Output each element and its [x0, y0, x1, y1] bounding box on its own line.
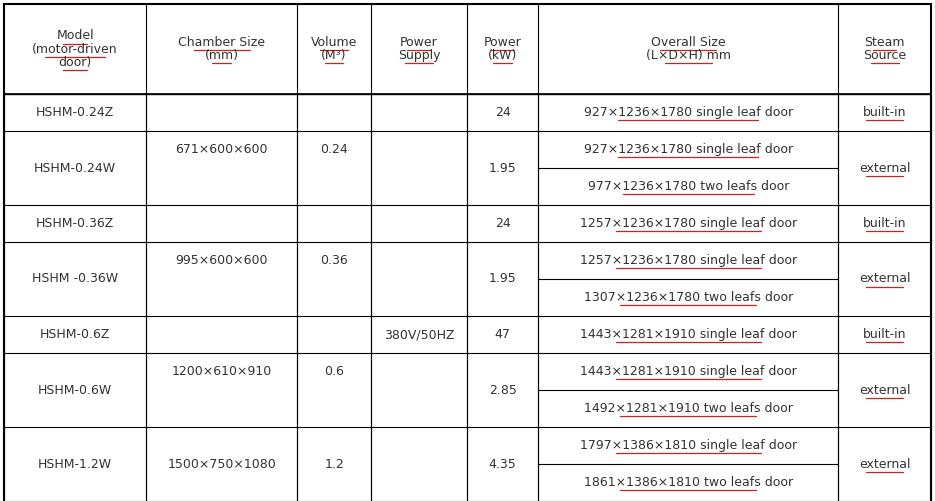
Text: HSHM-0.36Z: HSHM-0.36Z [36, 217, 114, 230]
Text: 1257×1236×1780 single leaf door: 1257×1236×1780 single leaf door [580, 254, 797, 267]
Text: 1443×1281×1910 single leaf door: 1443×1281×1910 single leaf door [580, 328, 797, 341]
Text: HSHM-0.6Z: HSHM-0.6Z [40, 328, 110, 341]
Text: 1200×610×910: 1200×610×910 [172, 365, 272, 378]
Text: 2.85: 2.85 [489, 383, 517, 396]
Text: Volume: Volume [311, 36, 357, 49]
Text: (L×D×H) mm: (L×D×H) mm [646, 49, 731, 62]
Text: 671×600×600: 671×600×600 [176, 143, 268, 156]
Text: 24: 24 [495, 106, 511, 119]
Text: 24: 24 [495, 217, 511, 230]
Text: 1257×1236×1780 single leaf door: 1257×1236×1780 single leaf door [580, 217, 797, 230]
Text: 0.6: 0.6 [324, 365, 344, 378]
Text: (kW): (kW) [488, 49, 517, 62]
Text: 1443×1281×1910 single leaf door: 1443×1281×1910 single leaf door [580, 365, 797, 378]
Text: external: external [859, 161, 911, 174]
Text: Chamber Size: Chamber Size [179, 36, 266, 49]
Text: 927×1236×1780 single leaf door: 927×1236×1780 single leaf door [583, 106, 793, 119]
Text: external: external [859, 383, 911, 396]
Text: 1861×1386×1810 two leafs door: 1861×1386×1810 two leafs door [583, 476, 793, 489]
Text: 1500×750×1080: 1500×750×1080 [167, 457, 276, 470]
Text: 0.24: 0.24 [320, 143, 348, 156]
Text: Model: Model [56, 30, 94, 43]
Text: HSHM-0.24Z: HSHM-0.24Z [36, 106, 114, 119]
Text: (mm): (mm) [205, 49, 238, 62]
Text: HSHM -0.36W: HSHM -0.36W [32, 273, 118, 286]
Text: 1.2: 1.2 [324, 457, 344, 470]
Text: (motor-driven: (motor-driven [33, 43, 118, 56]
Text: 1492×1281×1910 two leafs door: 1492×1281×1910 two leafs door [583, 402, 793, 415]
Text: 927×1236×1780 single leaf door: 927×1236×1780 single leaf door [583, 143, 793, 156]
Text: Source: Source [863, 49, 906, 62]
Text: Overall Size: Overall Size [651, 36, 726, 49]
Text: (M³): (M³) [322, 49, 347, 62]
Text: built-in: built-in [863, 217, 906, 230]
Text: Supply: Supply [398, 49, 440, 62]
Text: 977×1236×1780 two leafs door: 977×1236×1780 two leafs door [587, 180, 789, 193]
Text: HSHM-1.2W: HSHM-1.2W [38, 457, 112, 470]
Text: 995×600×600: 995×600×600 [176, 254, 268, 267]
Text: Steam: Steam [865, 36, 905, 49]
Text: built-in: built-in [863, 106, 906, 119]
Text: external: external [859, 273, 911, 286]
Text: 0.36: 0.36 [320, 254, 348, 267]
Text: door): door) [59, 56, 92, 69]
Text: built-in: built-in [863, 328, 906, 341]
Text: Power: Power [483, 36, 522, 49]
Text: HSHM-0.6W: HSHM-0.6W [38, 383, 112, 396]
Text: 380V/50HZ: 380V/50HZ [384, 328, 454, 341]
Text: external: external [859, 457, 911, 470]
Text: HSHM-0.24W: HSHM-0.24W [34, 161, 116, 174]
Text: 1.95: 1.95 [489, 273, 516, 286]
Text: 1.95: 1.95 [489, 161, 516, 174]
Text: 1307×1236×1780 two leafs door: 1307×1236×1780 two leafs door [583, 291, 793, 304]
Text: 4.35: 4.35 [489, 457, 516, 470]
Text: 47: 47 [495, 328, 511, 341]
Text: Power: Power [400, 36, 438, 49]
Text: 1797×1386×1810 single leaf door: 1797×1386×1810 single leaf door [580, 439, 797, 452]
